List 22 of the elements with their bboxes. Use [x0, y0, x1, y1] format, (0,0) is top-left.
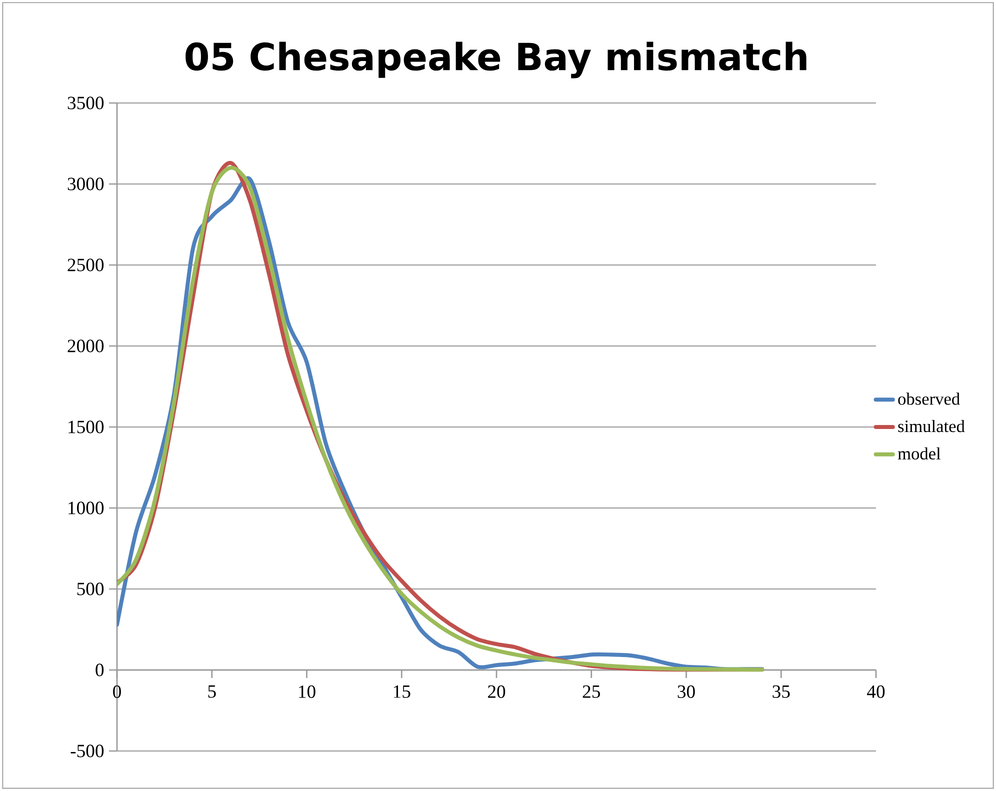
- y-tick-label: 1500: [68, 420, 104, 434]
- x-tick-label: 0: [113, 685, 121, 698]
- x-tick-label: 30: [678, 685, 695, 698]
- x-tick-label: 20: [488, 685, 506, 698]
- y-tick-label: 3500: [68, 96, 104, 110]
- x-tick-label: 25: [582, 685, 600, 698]
- legend-label: model: [898, 447, 941, 460]
- y-tick-label: 500: [77, 582, 104, 596]
- x-tick-label: 35: [772, 685, 790, 698]
- x-tick-label: 40: [867, 685, 885, 698]
- y-tick-label: 3000: [68, 178, 104, 190]
- y-tick-label: 2000: [68, 340, 104, 352]
- x-tick-label: 15: [394, 685, 410, 698]
- legend-label: simulated: [898, 420, 965, 432]
- x-tick-label: 10: [299, 685, 316, 698]
- y-tick-label: 0: [96, 664, 104, 676]
- y-tick-label: 1000: [68, 502, 104, 514]
- x-tick-label: 5: [208, 685, 216, 698]
- y-tick-label: -500: [70, 744, 104, 758]
- legend-label: observed: [898, 392, 960, 405]
- y-tick-label: 2500: [68, 258, 104, 272]
- chart-title: 05 Chesapeake Bay mismatch: [186, 42, 806, 78]
